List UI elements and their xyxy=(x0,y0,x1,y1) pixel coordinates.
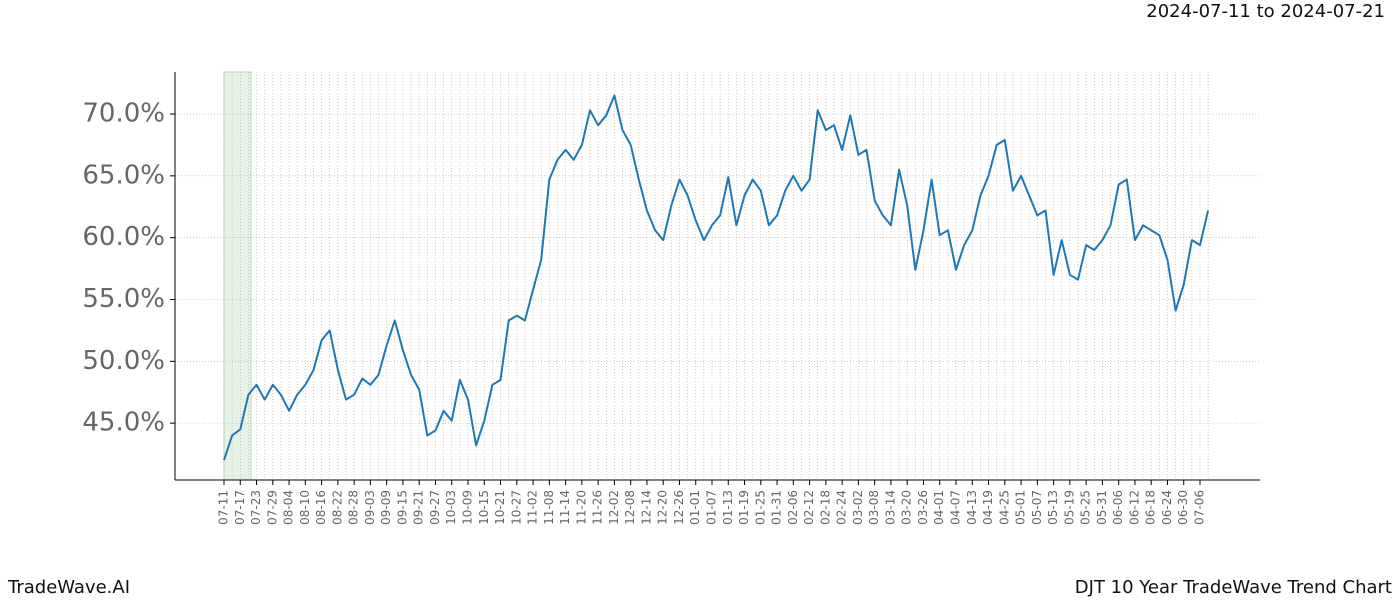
x-tick-label: 03-14 xyxy=(883,490,897,525)
x-tick-label: 02-06 xyxy=(786,490,800,525)
x-tick-label: 12-20 xyxy=(656,490,670,525)
y-tick-label: 55.0% xyxy=(82,284,165,314)
x-tick-label: 03-20 xyxy=(900,490,914,525)
x-tick-label: 10-03 xyxy=(444,490,458,525)
x-tick-label: 10-09 xyxy=(461,490,475,525)
footer-right: DJT 10 Year TradeWave Trend Chart xyxy=(1075,577,1392,598)
x-tick-label: 11-14 xyxy=(558,490,572,525)
x-tick-label: 05-31 xyxy=(1095,490,1109,525)
x-tick-label: 08-28 xyxy=(347,490,361,525)
x-tick-label: 02-18 xyxy=(818,490,832,525)
x-tick-label: 02-12 xyxy=(802,490,816,525)
x-tick-label: 12-02 xyxy=(607,490,621,525)
highlight-span xyxy=(223,71,252,481)
x-tick-label: 11-08 xyxy=(542,490,556,525)
x-tick-label: 01-13 xyxy=(721,490,735,525)
x-tick-label: 11-26 xyxy=(591,490,605,525)
x-tick-label: 04-25 xyxy=(997,490,1011,525)
x-tick-label: 08-04 xyxy=(282,490,296,525)
x-tick-label: 04-19 xyxy=(981,490,995,525)
x-tick-label: 05-07 xyxy=(1030,490,1044,525)
x-tick-label: 06-06 xyxy=(1111,490,1125,525)
x-tick-label: 06-24 xyxy=(1160,490,1174,525)
x-tick-label: 01-25 xyxy=(753,490,767,525)
y-tick-label: 65.0% xyxy=(82,160,165,190)
x-tick-label: 09-27 xyxy=(428,490,442,525)
x-tick-label: 05-13 xyxy=(1046,490,1060,525)
trend-line xyxy=(223,94,1210,461)
x-tick-label: 06-30 xyxy=(1176,490,1190,525)
x-tick-label: 07-17 xyxy=(233,490,247,525)
x-tick-label: 09-09 xyxy=(379,490,393,525)
x-tick-label: 01-07 xyxy=(705,490,719,525)
x-tick-label: 01-01 xyxy=(688,490,702,525)
x-tick-label: 09-03 xyxy=(363,490,377,525)
x-tick-label: 03-26 xyxy=(916,490,930,525)
x-tick-label: 09-21 xyxy=(412,490,426,525)
x-tick-label: 05-19 xyxy=(1062,490,1076,525)
x-tick-label: 11-02 xyxy=(526,490,540,525)
x-tick-label: 10-15 xyxy=(477,490,491,525)
x-tick-label: 05-01 xyxy=(1014,490,1028,525)
x-tick-label: 06-12 xyxy=(1127,490,1141,525)
x-tick-label: 06-18 xyxy=(1144,490,1158,525)
x-tick-label: 10-21 xyxy=(493,490,507,525)
x-tick-label: 04-13 xyxy=(965,490,979,525)
x-tick-label: 12-14 xyxy=(639,490,653,525)
x-tick-label: 05-25 xyxy=(1079,490,1093,525)
x-tick-label: 07-29 xyxy=(265,490,279,525)
x-tick-label: 03-02 xyxy=(851,490,865,525)
footer-left: TradeWave.AI xyxy=(7,577,130,598)
x-tick-label: 04-01 xyxy=(932,490,946,525)
y-tick-label: 45.0% xyxy=(82,408,165,438)
x-tick-label: 10-27 xyxy=(509,490,523,525)
x-tick-label: 08-22 xyxy=(330,490,344,525)
x-tick-label: 07-11 xyxy=(217,490,231,525)
x-tick-label: 03-08 xyxy=(867,490,881,525)
x-tick-label: 01-31 xyxy=(770,490,784,525)
x-tick-label: 02-24 xyxy=(835,490,849,525)
x-tick-label: 04-07 xyxy=(949,490,963,525)
x-tick-label: 07-23 xyxy=(249,490,263,525)
x-tick-label: 07-06 xyxy=(1193,490,1207,525)
x-tick-label: 12-08 xyxy=(623,490,637,525)
x-tick-label: 12-26 xyxy=(672,490,686,525)
y-tick-label: 50.0% xyxy=(82,346,165,376)
x-tick-label: 09-15 xyxy=(395,490,409,525)
y-tick-label: 60.0% xyxy=(82,222,165,252)
x-tick-label: 08-16 xyxy=(314,490,328,525)
x-tick-label: 11-20 xyxy=(574,490,588,525)
y-tick-label: 70.0% xyxy=(82,99,165,129)
x-tick-label: 01-19 xyxy=(737,490,751,525)
subtitle: 2024-07-11 to 2024-07-21 xyxy=(1146,1,1385,22)
x-tick-label: 08-10 xyxy=(298,490,312,525)
